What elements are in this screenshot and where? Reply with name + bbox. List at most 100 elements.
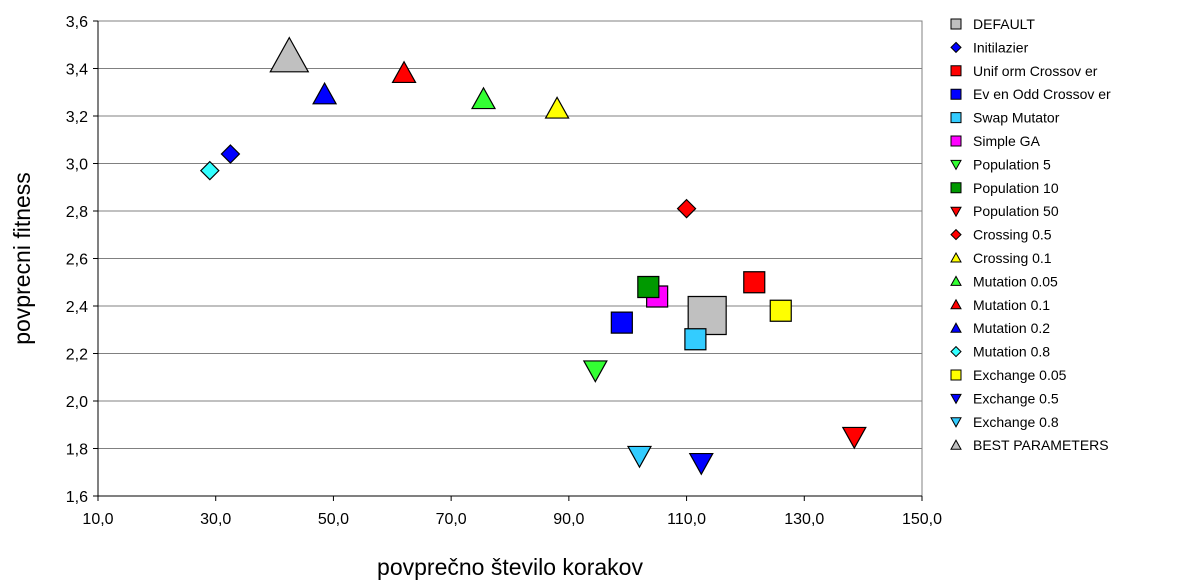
legend-label: Mutation 0.1 bbox=[973, 297, 1050, 313]
legend-label: Exchange 0.5 bbox=[973, 390, 1059, 406]
legend-entry: Population 50 bbox=[950, 203, 1059, 219]
data-point-diamond bbox=[676, 198, 697, 219]
x-tick-label: 90,0 bbox=[553, 511, 584, 528]
legend-entry: Crossing 0.5 bbox=[950, 227, 1052, 243]
legend-label: Ev en Odd Crossov er bbox=[973, 86, 1111, 102]
data-point-square bbox=[684, 328, 707, 351]
tick-labels: 1,6 1,8 2,0 2,2 2,4 2,6 2,8 3,0 3,2 3,4 3,6 10,0 30,… bbox=[66, 14, 942, 528]
data-point-triangle-up bbox=[312, 81, 338, 105]
legend-marker-triangle-down bbox=[950, 417, 962, 428]
legend-marker-diamond bbox=[950, 345, 962, 358]
legend-entry: DEFAULT bbox=[950, 16, 1035, 32]
data-point-diamond bbox=[199, 160, 220, 181]
y-tick-label: 3,2 bbox=[66, 109, 88, 126]
legend-label: Mutation 0.05 bbox=[973, 273, 1058, 289]
x-tick-label: 130,0 bbox=[784, 511, 824, 528]
legend-marker-triangle-up bbox=[950, 322, 962, 333]
legend-entry: Crossing 0.1 bbox=[950, 250, 1052, 266]
legend-label: Exchange 0.05 bbox=[973, 367, 1067, 383]
legend-marker-triangle-up bbox=[950, 439, 962, 450]
legend-entry: Unif orm Crossov er bbox=[950, 63, 1098, 79]
legend-label: BEST PARAMETERS bbox=[973, 437, 1109, 453]
legend-marker-square bbox=[950, 88, 962, 100]
legend-marker-triangle-up bbox=[950, 275, 962, 286]
y-tick-label: 3,6 bbox=[66, 14, 88, 31]
y-tick-label: 2,2 bbox=[66, 347, 88, 364]
axes bbox=[97, 21, 922, 497]
data-point-square bbox=[687, 295, 727, 336]
x-axis-title: povprečno število korakov bbox=[377, 554, 643, 580]
legend-entry: Population 10 bbox=[950, 180, 1059, 196]
legend-marker-diamond bbox=[950, 228, 962, 241]
x-tick-label: 10,0 bbox=[82, 511, 113, 528]
legend-label: Mutation 0.8 bbox=[973, 344, 1050, 360]
x-tick-label: 30,0 bbox=[200, 511, 231, 528]
legend-marker-square bbox=[950, 65, 962, 77]
legend-entry: Swap Mutator bbox=[950, 110, 1060, 126]
legend-label: Crossing 0.5 bbox=[973, 227, 1052, 243]
legend-marker-square bbox=[950, 182, 962, 194]
y-tick-label: 2,4 bbox=[66, 299, 88, 316]
data-point-square bbox=[769, 299, 792, 322]
data-point-triangle-down bbox=[688, 452, 714, 476]
data-points bbox=[199, 36, 867, 476]
legend-marker-triangle-up bbox=[950, 298, 962, 310]
legend-label: Crossing 0.1 bbox=[973, 250, 1052, 266]
y-tick-label: 1,8 bbox=[66, 442, 88, 459]
x-tick-label: 50,0 bbox=[318, 511, 349, 528]
legend-label: Swap Mutator bbox=[973, 110, 1060, 126]
legend-label: Population 5 bbox=[973, 156, 1051, 172]
legend-entry: Population 5 bbox=[950, 156, 1051, 172]
data-point-triangle-down bbox=[626, 445, 653, 469]
y-tick-label: 1,6 bbox=[66, 489, 88, 506]
legend-entry: Initilazier bbox=[950, 39, 1029, 55]
legend-label: Unif orm Crossov er bbox=[973, 63, 1098, 79]
data-point-square bbox=[610, 311, 633, 334]
legend-marker-square bbox=[950, 135, 962, 147]
data-point-triangle-down bbox=[582, 360, 608, 383]
x-tick-label: 110,0 bbox=[667, 511, 706, 528]
legend-marker-square bbox=[950, 112, 962, 124]
data-point-triangle-up bbox=[269, 36, 310, 73]
legend-entry: Ev en Odd Crossov er bbox=[950, 86, 1111, 102]
legend-entry: Mutation 0.8 bbox=[950, 344, 1050, 360]
legend-entry: Mutation 0.05 bbox=[950, 273, 1058, 289]
legend-marker-diamond bbox=[950, 41, 962, 54]
y-tick-label: 3,0 bbox=[66, 157, 88, 174]
legend-label: Initilazier bbox=[973, 39, 1029, 55]
y-tick-label: 3,4 bbox=[66, 62, 88, 79]
data-point-triangle-up bbox=[544, 96, 570, 119]
legend-marker-square bbox=[950, 369, 962, 381]
y-tick-label: 2,6 bbox=[66, 252, 88, 269]
legend-label: Mutation 0.2 bbox=[973, 320, 1050, 336]
data-point-diamond bbox=[220, 144, 241, 164]
y-tick-label: 2,8 bbox=[66, 204, 88, 221]
legend-marker-triangle-down bbox=[950, 393, 962, 405]
y-tick-label: 2,0 bbox=[66, 394, 88, 411]
legend-entry: Exchange 0.5 bbox=[950, 390, 1059, 406]
legend: DEFAULT Initilazier Unif orm Crossov er Ev … bbox=[950, 16, 1111, 453]
legend-label: DEFAULT bbox=[973, 16, 1035, 32]
data-point-square bbox=[743, 271, 766, 294]
x-tick-label: 150,0 bbox=[902, 511, 942, 528]
data-point-triangle-up bbox=[470, 86, 497, 110]
legend-marker-square bbox=[950, 18, 962, 30]
legend-entry: Simple GA bbox=[950, 133, 1041, 149]
data-point-triangle-up bbox=[391, 60, 417, 84]
legend-label: Simple GA bbox=[973, 133, 1041, 149]
x-tick-label: 70,0 bbox=[436, 511, 467, 528]
y-axis-title: povprecni fitness bbox=[9, 172, 35, 345]
legend-entry: Exchange 0.05 bbox=[950, 367, 1067, 383]
legend-label: Population 50 bbox=[973, 203, 1059, 219]
data-point-triangle-down bbox=[841, 426, 867, 450]
legend-marker-triangle-down bbox=[950, 159, 962, 171]
legend-marker-triangle-up bbox=[950, 251, 962, 263]
legend-label: Exchange 0.8 bbox=[973, 414, 1059, 430]
legend-entry: Mutation 0.2 bbox=[950, 320, 1050, 336]
legend-entry: Mutation 0.1 bbox=[950, 297, 1050, 313]
data-point-square bbox=[637, 275, 660, 299]
legend-entry: BEST PARAMETERS bbox=[950, 437, 1109, 453]
legend-entry: Exchange 0.8 bbox=[950, 414, 1059, 430]
